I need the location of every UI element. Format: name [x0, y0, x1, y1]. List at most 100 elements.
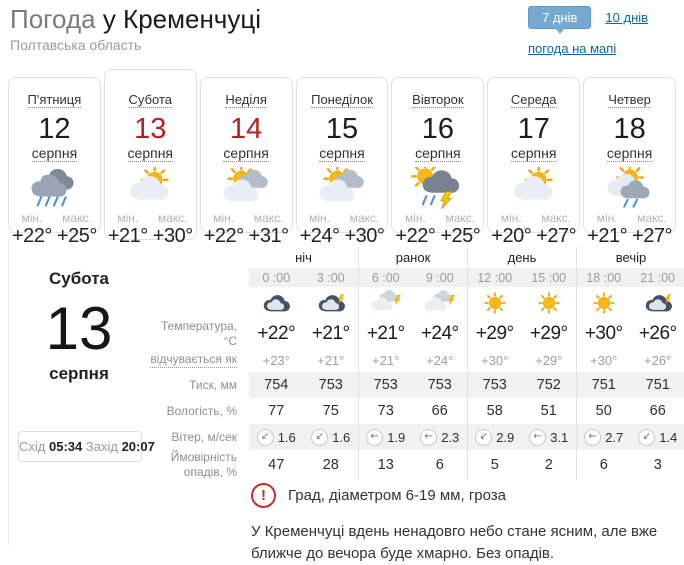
forecast-summary: У Кременчуці вдень ненадовго небо стане … — [251, 521, 663, 565]
pressure-value: 753 — [304, 372, 359, 398]
precipitation-value: 6 — [576, 450, 631, 480]
temperature-value: +21° — [358, 319, 413, 349]
feels-like-value: +30° — [576, 348, 631, 372]
precipitation-value: 6 — [413, 450, 468, 480]
hour: 3 :00 — [304, 268, 359, 287]
wind-speed: 2.3 — [441, 430, 459, 445]
humidity-value: 73 — [358, 398, 413, 424]
pressure-value: 753 — [467, 372, 522, 398]
day-name-link[interactable]: П'ятниця — [28, 92, 82, 108]
day-card-friday[interactable]: П'ятниця 12 серпня мін.+22° макс.+25° — [8, 77, 101, 233]
feels-like-value: +26° — [631, 348, 684, 372]
pressure-value: 751 — [576, 372, 631, 398]
sun-clouds-icon — [201, 167, 292, 211]
max-temp: +25° — [57, 225, 97, 247]
night-storm-icon — [304, 287, 359, 319]
minmax: мін.+22° макс.+25° — [9, 211, 100, 247]
min-temp: +20° — [491, 225, 531, 247]
wind-value: ← 2.3 — [413, 424, 468, 450]
min-label: мін. — [395, 211, 435, 225]
minmax: мін.+22° макс.+31° — [201, 211, 292, 247]
min-temp: +22° — [12, 225, 52, 247]
hour: 21 :00 — [631, 268, 684, 287]
min-label: мін. — [587, 211, 627, 225]
storm-icon — [392, 167, 483, 211]
warning-text: Град, діаметром 6-19 мм, гроза — [288, 487, 506, 504]
tab-7-days[interactable]: 7 днів — [528, 6, 591, 29]
wind-speed: 1.6 — [332, 430, 350, 445]
weather-map-link[interactable]: погода на мапі — [528, 41, 616, 56]
day-card-monday[interactable]: Понеділок 15 серпня мін.+24° макс.+30° — [296, 77, 389, 233]
day-card-sunday[interactable]: Неділя 14 серпня мін.+22° макс.+31° — [200, 77, 293, 233]
minmax: мін.+20° макс.+27° — [488, 211, 579, 247]
min-temp: +24° — [300, 225, 340, 247]
wind-direction-icon: ← — [420, 429, 437, 446]
sunset-time: 20:07 — [122, 439, 155, 454]
wind-direction-icon: ↙ — [257, 429, 274, 446]
clouds-lightning-icon — [413, 287, 468, 319]
hourly-forecast: ніч ранок день вечір 0 :00 3 :00 6 :00 9… — [149, 247, 684, 545]
day-month-link[interactable]: серпня — [32, 145, 77, 162]
temperature-value: +30° — [576, 319, 631, 349]
day-card-tuesday[interactable]: Вівторок 16 серпня мін.+22° макс.+25° — [391, 77, 484, 233]
feels-like-value: +24° — [413, 348, 468, 372]
day-card-thursday[interactable]: Четвер 18 серпня мін.+21° макс.+27° — [583, 77, 676, 233]
wind-value: ←1.9 — [358, 424, 413, 450]
temperature-value: +24° — [413, 319, 468, 349]
wind-value: ←2.7 — [576, 424, 631, 450]
selected-day-number: 13 — [9, 297, 149, 360]
precipitation-value: 13 — [358, 450, 413, 480]
max-label: макс. — [632, 211, 672, 225]
max-label: макс. — [57, 211, 97, 225]
min-temp: +22° — [204, 225, 244, 247]
daypart-header-row: ніч ранок день вечір — [149, 247, 684, 268]
wind-row: Вітер, м/сек ↙1.6 ↙1.6 ←1.9 ←2.3 ↙2.9 ←3… — [149, 424, 684, 450]
wind-direction-icon: ↙ — [311, 429, 328, 446]
day-month-link[interactable]: серпня — [607, 145, 652, 162]
max-label: макс. — [440, 211, 480, 225]
precipitation-value: 5 — [467, 450, 522, 480]
day-month-link[interactable]: серпня — [128, 145, 173, 162]
day-name-link[interactable]: Неділя — [225, 92, 266, 108]
hour: 15 :00 — [522, 268, 577, 287]
wind-direction-icon: ← — [366, 429, 383, 446]
min-temp: +21° — [587, 225, 627, 247]
tab-10-days[interactable]: 10 днів — [605, 10, 648, 25]
temperature-row-label: Температура, °C — [149, 319, 249, 349]
day-card-wednesday[interactable]: Середа 17 серпня мін.+20° макс.+27° — [487, 77, 580, 233]
min-temp: +21° — [108, 225, 148, 247]
daypart-evening: вечір — [576, 247, 684, 268]
max-temp: +27° — [536, 225, 576, 247]
minmax: мін.+22° макс.+25° — [392, 211, 483, 247]
day-name-link[interactable]: Субота — [129, 92, 172, 108]
min-temp: +22° — [395, 225, 435, 247]
temperature-row: Температура, °C +22° +21° +21° +24° +29°… — [149, 319, 684, 348]
night-cloud-icon — [249, 287, 304, 319]
minmax: мін.+21° макс.+30° — [105, 211, 196, 247]
day-name-link[interactable]: Вівторок — [412, 92, 463, 108]
max-temp: +30° — [345, 225, 385, 247]
page-header: Погода у Кременчуці Полтавська область 7… — [0, 0, 684, 65]
hour: 6 :00 — [358, 268, 413, 287]
wind-direction-icon: ↙ — [475, 429, 492, 446]
max-temp: +30° — [153, 225, 193, 247]
sun-clouds-icon — [297, 167, 388, 211]
day-name-link[interactable]: Середа — [511, 92, 557, 108]
day-month-link[interactable]: серпня — [223, 145, 268, 162]
hour: 18 :00 — [576, 268, 631, 287]
day-name-link[interactable]: Четвер — [608, 92, 651, 108]
day-number: 15 — [297, 114, 388, 144]
min-label: мін. — [204, 211, 244, 225]
pressure-value: 751 — [631, 372, 684, 398]
day-month-link[interactable]: серпня — [319, 145, 364, 162]
sunrise-label: Схід — [19, 439, 45, 454]
feels-like-row-label[interactable]: відчувається як — [150, 352, 237, 368]
day-card-saturday-active[interactable]: Субота 13 серпня мін.+21° макс.+30° — [104, 69, 197, 240]
day-month-link[interactable]: серпня — [415, 145, 460, 162]
wind-direction-icon: ← — [584, 429, 601, 446]
day-month-link[interactable]: серпня — [511, 145, 556, 162]
sunrise-sunset-box: Схід 05:34 Захід 20:07 — [18, 431, 142, 462]
day-name-link[interactable]: Понеділок — [311, 92, 373, 108]
precipitation-value: 2 — [522, 450, 577, 480]
feels-like-value: +21° — [304, 348, 359, 372]
